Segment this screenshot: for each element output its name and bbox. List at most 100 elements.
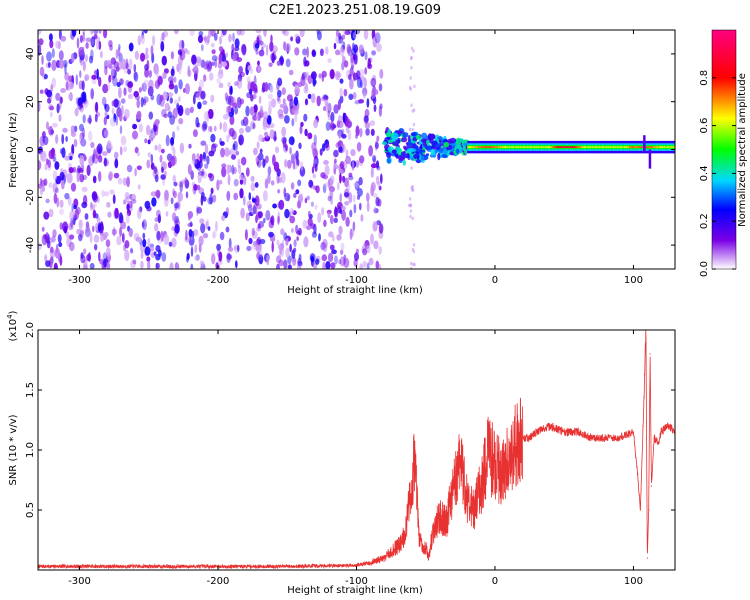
heatmap-cell — [302, 48, 308, 56]
heatmap-cell — [324, 164, 330, 176]
heatmap-cell — [193, 183, 198, 191]
heatmap-cell — [59, 96, 63, 104]
heatmap-cell — [139, 206, 143, 213]
heatmap-cell — [132, 130, 138, 140]
heatmap-cell — [81, 91, 87, 103]
x-tick-label: 0 — [492, 576, 498, 587]
heatmap-cell — [48, 208, 54, 218]
heatmap-cell — [670, 146, 673, 149]
heatmap-cell — [356, 142, 362, 152]
heatmap-cell — [59, 208, 64, 216]
heatmap-cell — [199, 79, 204, 89]
heatmap-cell — [154, 119, 160, 125]
heatmap-cell — [137, 151, 140, 157]
heatmap-cell — [669, 146, 672, 149]
heatmap-cell — [375, 263, 382, 269]
heatmap-cell — [591, 146, 594, 149]
heatmap-cell — [255, 48, 259, 55]
heatmap-cell — [174, 84, 179, 95]
heatmap-cell — [70, 53, 75, 63]
heatmap-cell — [329, 188, 334, 199]
heatmap-cell — [411, 185, 414, 189]
heatmap-cell — [289, 98, 294, 110]
heatmap-cell — [328, 121, 334, 130]
heatmap-cell — [255, 113, 259, 122]
heatmap-cell — [198, 86, 202, 94]
heatmap-cell — [410, 46, 414, 51]
heatmap-cell — [333, 42, 337, 50]
heatmap-cell — [290, 228, 294, 233]
heatmap-cell — [133, 70, 137, 81]
heatmap-cell — [226, 252, 231, 263]
heatmap-cell — [225, 207, 229, 216]
heatmap-cell — [98, 41, 102, 50]
heatmap-cell — [198, 235, 204, 246]
heatmap-cell — [380, 173, 383, 184]
heatmap-cell — [126, 203, 130, 211]
heatmap-cell — [518, 146, 521, 149]
heatmap-cell — [584, 146, 587, 149]
heatmap-cell — [661, 146, 663, 149]
heatmap-cell — [122, 177, 127, 186]
heatmap-cell — [289, 243, 292, 253]
heatmap-cell — [564, 146, 566, 149]
heatmap-cell — [536, 146, 539, 149]
heatmap-cell — [317, 30, 322, 41]
heatmap-cell — [438, 148, 444, 154]
heatmap-cell — [132, 259, 137, 265]
heatmap-cell — [370, 77, 377, 87]
heatmap-cell — [89, 55, 94, 64]
heatmap-cell — [409, 153, 414, 158]
heatmap-cell — [222, 121, 228, 133]
heatmap-cell — [71, 30, 77, 37]
heatmap-cell — [93, 30, 99, 35]
heatmap-cell — [281, 30, 287, 35]
heatmap-cell — [137, 208, 142, 220]
heatmap-cell — [372, 155, 377, 162]
heatmap-cell — [172, 131, 176, 140]
heatmap-cell — [408, 127, 412, 132]
heatmap-cell — [321, 70, 327, 78]
heatmap-cell — [343, 159, 348, 170]
heatmap-cell — [136, 165, 142, 171]
heatmap-cell — [410, 55, 413, 60]
heatmap-cell — [546, 146, 548, 149]
heatmap-cell — [230, 85, 233, 95]
heatmap-cell — [84, 227, 91, 238]
heatmap-cell — [38, 38, 44, 46]
heatmap-cell — [369, 120, 376, 126]
heatmap-cell — [339, 256, 346, 267]
heatmap-cell — [202, 233, 209, 239]
heatmap-cell — [68, 222, 74, 231]
heatmap-cell — [329, 122, 336, 131]
heatmap-cell — [233, 178, 239, 187]
heatmap-cell — [258, 49, 265, 57]
heatmap-cell — [267, 93, 273, 100]
heatmap-cell — [608, 146, 611, 149]
heatmap-cell — [356, 187, 363, 197]
heatmap-cell — [135, 236, 142, 243]
heatmap-cell — [51, 59, 57, 72]
spectrogram-cells — [38, 30, 675, 269]
heatmap-cell — [218, 251, 223, 262]
heatmap-cell — [294, 47, 300, 56]
heatmap-cell — [130, 204, 133, 212]
heatmap-cell — [339, 209, 343, 215]
heatmap-cell — [153, 166, 158, 174]
heatmap-cell — [579, 146, 582, 149]
heatmap-cell — [192, 94, 196, 105]
heatmap-cell — [517, 146, 519, 149]
heatmap-cell — [455, 148, 460, 154]
heatmap-cell — [299, 192, 304, 205]
heatmap-cell — [198, 31, 204, 36]
heatmap-cell — [341, 61, 345, 71]
heatmap-cell — [311, 166, 315, 174]
heatmap-cell — [93, 234, 100, 243]
heatmap-cell — [187, 69, 192, 77]
heatmap-cell — [79, 134, 82, 144]
heatmap-cell — [285, 247, 290, 259]
heatmap-cell — [194, 255, 200, 261]
heatmap-cell — [170, 68, 175, 77]
heatmap-cell — [593, 146, 596, 149]
heatmap-cell — [209, 72, 214, 81]
